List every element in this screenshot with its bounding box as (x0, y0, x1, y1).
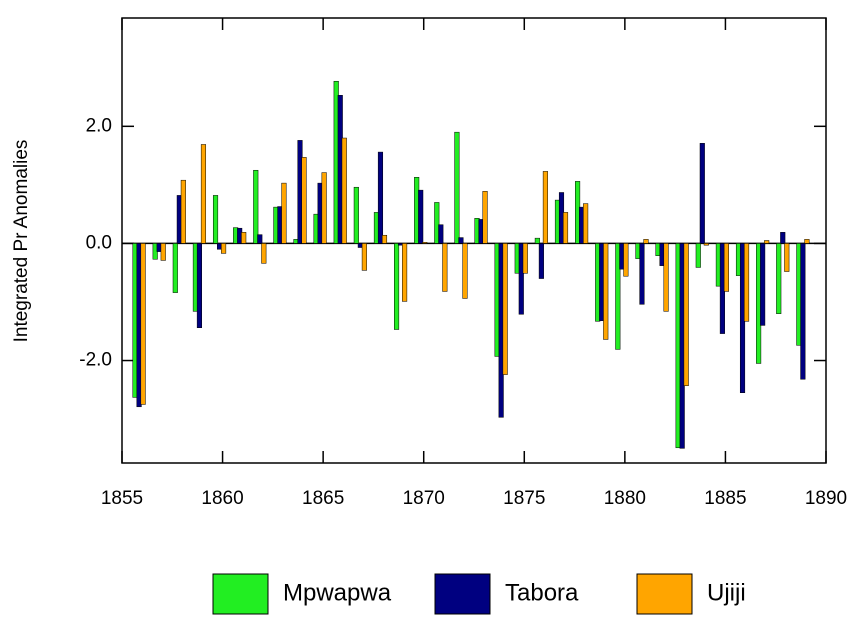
bar (257, 234, 263, 244)
bar (381, 234, 388, 244)
y-tick-label: 0.0 (86, 232, 112, 253)
y-axis-label: Integrated Pr Anomalies (11, 140, 32, 343)
bar (703, 243, 709, 246)
x-tick-label: 1855 (101, 488, 143, 509)
bar (518, 243, 524, 315)
bar (241, 232, 247, 244)
bar (804, 239, 810, 244)
bar (695, 243, 701, 268)
bar (454, 131, 460, 244)
bar (743, 243, 750, 322)
bar (615, 243, 621, 350)
bar (442, 243, 448, 292)
bar (341, 137, 347, 244)
bar (663, 243, 669, 312)
bar (534, 237, 540, 244)
bar (321, 172, 327, 244)
bar (800, 243, 806, 380)
bar (422, 242, 428, 244)
bar (683, 243, 689, 386)
x-tick-label: 1875 (503, 488, 545, 509)
x-tick-label: 1865 (302, 488, 344, 509)
bar (172, 243, 178, 293)
bar (643, 239, 649, 244)
bar (723, 243, 729, 292)
bar (200, 144, 207, 244)
bar (196, 243, 202, 328)
bar (699, 143, 705, 244)
bar (502, 243, 508, 375)
x-tick-label: 1890 (805, 488, 847, 509)
bar (603, 243, 609, 340)
bar (253, 169, 259, 244)
bar (180, 179, 186, 244)
bar (562, 212, 569, 244)
bar (583, 203, 589, 244)
bar (784, 243, 790, 272)
bar (764, 240, 770, 244)
bar (434, 202, 440, 244)
legend-label: Mpwapwa (283, 579, 392, 606)
bar (160, 243, 166, 261)
bar (394, 243, 400, 330)
plot-frame (121, 17, 827, 464)
x-tick-label: 1870 (403, 488, 445, 509)
x-tick-label: 1880 (604, 488, 646, 509)
bar (538, 243, 544, 279)
bar (301, 157, 307, 244)
bar (140, 243, 146, 405)
bar (212, 195, 219, 244)
bar (458, 237, 464, 244)
bar (438, 224, 444, 244)
legend-swatch (636, 573, 693, 615)
bar (482, 191, 488, 244)
legend-swatch (212, 573, 269, 615)
bar (377, 151, 384, 244)
bar (361, 243, 367, 271)
bar (760, 243, 766, 326)
bar (639, 243, 645, 305)
bar (281, 182, 287, 244)
bar (623, 243, 629, 277)
x-tick-label: 1860 (201, 488, 243, 509)
x-tick-label: 1885 (704, 488, 746, 509)
bar (418, 189, 424, 244)
bar (353, 186, 359, 244)
legend-label: Ujiji (707, 579, 746, 606)
bar (522, 243, 528, 274)
bar (462, 243, 468, 299)
legend-label: Tabora (505, 579, 579, 606)
legend-swatch (434, 573, 491, 615)
bar (402, 243, 408, 302)
y-tick-label: 2.0 (86, 115, 112, 136)
bar (776, 243, 782, 314)
bar (780, 232, 786, 244)
bar (261, 243, 267, 264)
bar (221, 243, 227, 254)
bar (542, 171, 548, 244)
y-tick-label: -2.0 (79, 350, 112, 371)
